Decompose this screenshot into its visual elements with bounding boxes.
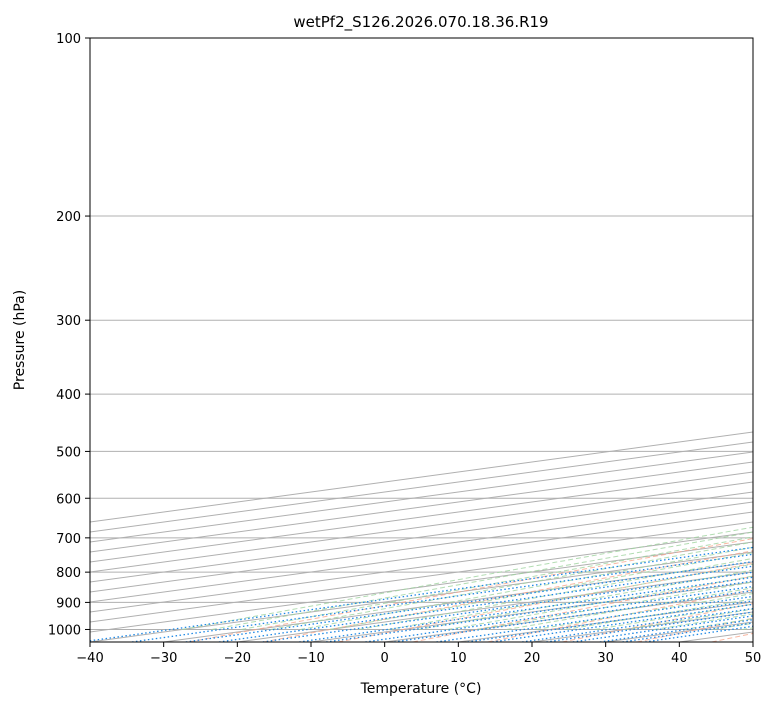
isotherm xyxy=(90,451,753,543)
x-tick-label: −30 xyxy=(150,651,177,666)
moist-adiabat xyxy=(388,563,753,630)
y-tick-label: 800 xyxy=(56,566,81,581)
moist-adiabat xyxy=(418,569,753,630)
chart-title: wetPf2_S126.2026.070.18.36.R19 xyxy=(293,13,548,32)
isotherm xyxy=(90,511,753,603)
y-tick-label: 900 xyxy=(56,596,81,611)
axes: −40 −30 −20 −10 0 10 20 30 40 50 100 200 300 400 500 60… xyxy=(48,32,761,666)
y-tick-label: 600 xyxy=(56,492,81,507)
dry-adiabat xyxy=(412,575,753,642)
y-tick-label: 1000 xyxy=(48,623,81,638)
y-tick-label: 400 xyxy=(56,388,81,403)
x-tick-label: 0 xyxy=(381,651,389,666)
y-tick-label: 200 xyxy=(56,210,81,225)
mixing-ratio-line xyxy=(90,546,753,642)
mixing-ratio-line xyxy=(436,595,753,642)
x-tick-label: −10 xyxy=(297,651,324,666)
isotherm xyxy=(90,491,753,583)
isotherm xyxy=(90,501,753,593)
y-axis-label: Pressure (hPa) xyxy=(12,290,28,390)
dry-adiabat xyxy=(263,550,753,642)
mixing-ratio-line xyxy=(467,600,753,642)
y-tick-label: 700 xyxy=(56,532,81,547)
moist-adiabat xyxy=(300,546,753,630)
x-tick-label: 20 xyxy=(524,651,541,666)
isotherm xyxy=(90,471,753,563)
isotherm xyxy=(90,461,753,553)
plot-frame xyxy=(89,37,754,643)
plot-area xyxy=(90,38,753,642)
dry-adiabat xyxy=(487,589,753,642)
y-tick-label: 500 xyxy=(56,445,81,460)
mixing-ratio-line xyxy=(492,603,753,642)
x-tick-label: −40 xyxy=(76,651,103,666)
moist-adiabat xyxy=(270,541,753,630)
moist-adiabat xyxy=(211,531,753,630)
x-tick-label: 10 xyxy=(450,651,467,666)
moist-adiabat xyxy=(182,526,753,630)
mixing-ratio-line xyxy=(185,560,753,642)
y-tick-label: 100 xyxy=(56,32,81,47)
x-tick-label: 50 xyxy=(745,651,762,666)
isotherm xyxy=(90,531,753,623)
x-axis-label: Temperature (°C) xyxy=(360,681,482,697)
isotherm xyxy=(90,481,753,573)
y-tick-label: 300 xyxy=(56,314,81,329)
isotherm xyxy=(90,521,753,613)
x-tick-label: 30 xyxy=(597,651,614,666)
mixing-ratio-line xyxy=(394,589,753,642)
x-tick-label: 40 xyxy=(671,651,688,666)
x-tick-label: −20 xyxy=(224,651,251,666)
